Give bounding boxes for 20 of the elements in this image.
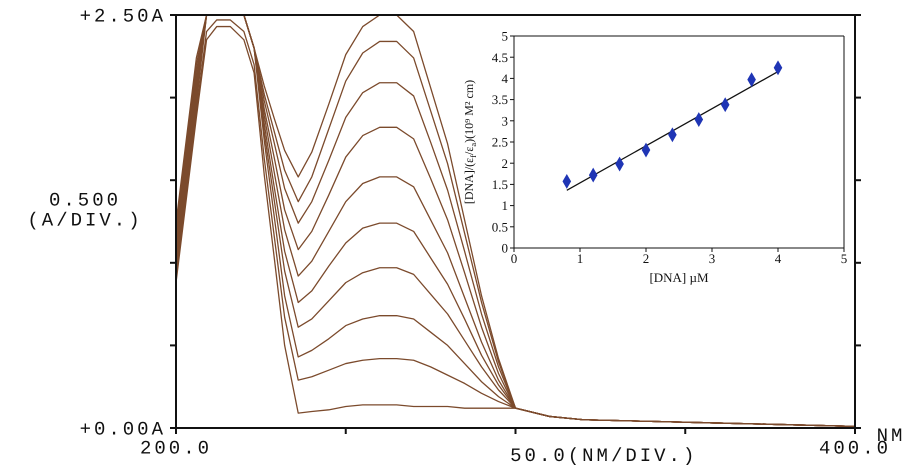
- y-tick-label: 2.5: [492, 134, 508, 150]
- y-tick-label: 4.5: [492, 50, 508, 65]
- x-tick-label: 5: [840, 251, 848, 266]
- y-tick-label: 1: [502, 198, 508, 214]
- x-tick-label: 3: [708, 251, 716, 266]
- y-tick-label: 4: [502, 71, 508, 86]
- y-tick-label: 0.5: [492, 219, 508, 234]
- x-tick-label: 4: [774, 251, 782, 266]
- y-tick-label: 0: [502, 240, 508, 256]
- y-tick-label: 3: [502, 113, 508, 128]
- x-tick-label: 2: [642, 251, 650, 266]
- y-tick-label: +2.50A: [80, 6, 166, 28]
- y-tick-label: 1.5: [492, 177, 508, 192]
- y-axis-title: 0.500 (A/DIV.): [27, 190, 143, 232]
- y-tick-label: 2: [502, 156, 508, 171]
- y-tick-label: 5: [502, 28, 508, 44]
- x-axis-title: 50.0(NM/DIV.): [510, 445, 698, 467]
- y-tick-label: 3.5: [492, 92, 508, 108]
- x-axis-title: [DNA] µM: [649, 270, 709, 285]
- x-tick-label: 1: [576, 251, 584, 266]
